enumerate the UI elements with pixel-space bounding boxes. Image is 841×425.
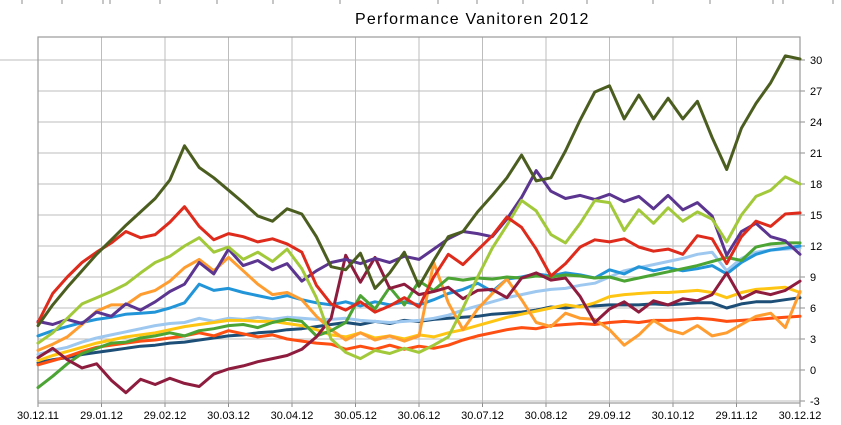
y-axis-label: 24 [810, 117, 822, 129]
y-axis-label: -3 [810, 396, 820, 408]
x-axis-label: 29.02.12 [144, 410, 187, 422]
series-line-lime [36, 175, 802, 361]
y-axis-label: 6 [810, 303, 816, 315]
y-axis-label: 12 [810, 241, 822, 253]
series-line-light-blue [36, 246, 802, 356]
x-axis-label: 30.03.12 [207, 410, 250, 422]
series-line-red [36, 205, 802, 324]
series-line-maroon [36, 253, 802, 395]
y-axis-label: 0 [810, 365, 816, 377]
y-axis-label: 27 [810, 86, 822, 98]
y-axis-label: 9 [810, 272, 816, 284]
x-axis-label: 30.12.12 [779, 410, 822, 422]
x-axis-label: 30.05.12 [334, 410, 377, 422]
series-line-dark-olive [36, 54, 802, 328]
x-axis-label: 29.11.12 [715, 410, 757, 422]
y-axis-label: 18 [810, 179, 822, 191]
y-axis-label: 30 [810, 55, 822, 67]
plot-border [37, 36, 801, 404]
y-axis-label: 3 [810, 334, 816, 346]
x-axis-label: 29.01.12 [80, 410, 123, 422]
y-axis-label: 15 [810, 210, 822, 222]
x-axis-label: 30.07.12 [461, 410, 504, 422]
series-line-orange [36, 255, 802, 352]
chart-title: Performance Vanitoren 2012 [355, 11, 590, 28]
series-line-purple [36, 169, 802, 326]
x-axis-label: 30.04.12 [271, 410, 314, 422]
series-line-green [36, 241, 802, 390]
x-axis-label: 29.09.12 [588, 410, 631, 422]
series-line-vermilion [36, 314, 802, 367]
y-axis-label: 21 [810, 148, 822, 160]
x-axis-label: 30.10.12 [652, 410, 695, 422]
x-axis-label: 30.06.12 [398, 410, 441, 422]
x-axis-label: 30.08.12 [525, 410, 568, 422]
x-axis-label: 30.12.11 [17, 410, 59, 422]
